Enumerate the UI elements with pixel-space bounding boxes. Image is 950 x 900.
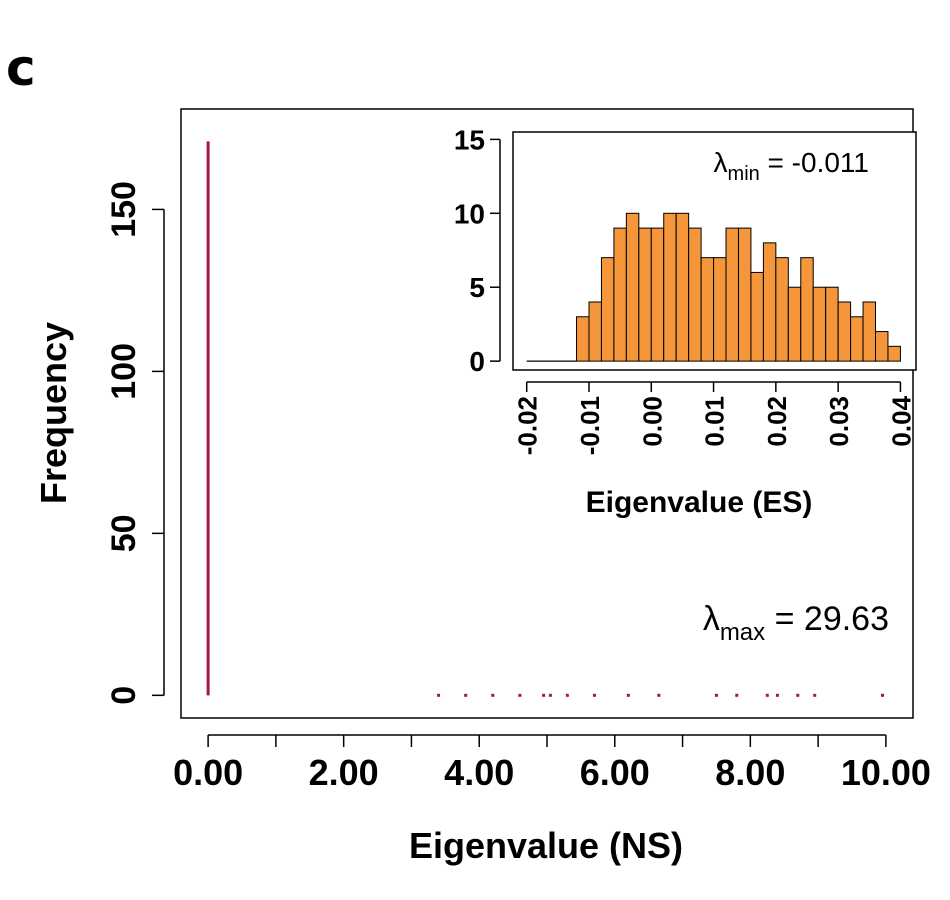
panel-label: c xyxy=(6,39,36,97)
inset-bar xyxy=(688,227,702,362)
inset-bar xyxy=(850,316,864,362)
inset-x-tick-label: -0.01 xyxy=(575,396,605,455)
main-y-tick-label: 0 xyxy=(105,686,143,705)
main-y-axis-title: Frequency xyxy=(33,322,74,504)
inset-bar xyxy=(812,286,827,362)
main-bar xyxy=(542,693,546,697)
main-bar xyxy=(518,693,522,697)
inset-y-axis: 0 5 10 15 xyxy=(454,124,501,377)
main-x-tick-label: 4.00 xyxy=(444,752,514,793)
inset-x-tick-label: -0.02 xyxy=(513,396,543,455)
lambda-max-symbol: λ xyxy=(703,600,720,638)
main-bar xyxy=(657,693,661,697)
lambda-min-value: = -0.011 xyxy=(760,147,869,178)
inset-bar xyxy=(700,257,715,362)
main-bar xyxy=(796,693,800,697)
inset-x-tick-label: 0.00 xyxy=(637,396,667,447)
inset-x-tick-label: 0.02 xyxy=(762,396,792,447)
lambda-max-subscript: max xyxy=(720,619,765,646)
inset-bar xyxy=(875,331,889,362)
main-bar xyxy=(491,693,495,697)
main-y-tick-label: 100 xyxy=(105,343,143,400)
main-bar xyxy=(565,693,569,697)
inset-y-tick-label: 0 xyxy=(469,346,485,377)
inset-x-tick-label: 0.04 xyxy=(886,395,916,446)
inset-y-tick-label: 5 xyxy=(469,272,485,303)
inset-histogram-bars xyxy=(526,212,901,362)
main-y-tick-label: 150 xyxy=(105,181,143,238)
inset-plot: -0.02 -0.01 0.00 0.01 0.02 0.03 0.04 0 5 10 15 Ei… xyxy=(454,124,917,519)
inset-bar xyxy=(787,286,802,362)
inset-bar xyxy=(862,301,877,362)
inset-bar xyxy=(762,242,777,362)
inset-bar xyxy=(800,257,814,362)
inset-bar xyxy=(750,271,764,362)
inset-bar xyxy=(613,227,627,362)
inset-bar xyxy=(675,212,690,362)
main-bar xyxy=(881,693,884,697)
lambda-min-annotation: λmin = -0.011 xyxy=(714,147,869,185)
main-y-tick-label: 50 xyxy=(105,514,143,552)
inset-y-tick-label: 15 xyxy=(454,124,485,155)
inset-bar xyxy=(625,212,640,362)
main-x-axis-title: Eigenvalue (NS) xyxy=(409,825,683,866)
inset-bar xyxy=(576,316,590,362)
main-bar xyxy=(735,693,739,697)
main-bar xyxy=(437,693,441,697)
main-bar xyxy=(626,693,630,697)
main-x-axis: 0.00 2.00 4.00 6.00 8.00 10.00 xyxy=(173,734,931,793)
main-bar xyxy=(548,693,552,697)
inset-bar xyxy=(663,212,677,362)
main-x-tick-label: 0.00 xyxy=(173,752,243,793)
lambda-max-value: = 29.63 xyxy=(765,600,889,638)
main-histogram-bars xyxy=(206,141,884,697)
lambda-max-annotation: λmax = 29.63 xyxy=(703,600,889,646)
inset-bar xyxy=(825,286,839,362)
inset-bar xyxy=(837,301,852,362)
inset-x-axis-title: Eigenvalue (ES) xyxy=(586,486,813,519)
main-x-tick-label: 8.00 xyxy=(715,752,785,793)
inset-y-tick-label: 10 xyxy=(454,198,485,229)
inset-bar xyxy=(887,345,901,362)
inset-bar xyxy=(650,227,665,362)
main-bar xyxy=(765,693,769,697)
inset-bar xyxy=(775,257,789,362)
inset-x-tick-label: 0.01 xyxy=(700,396,730,447)
inset-x-axis: -0.02 -0.01 0.00 0.01 0.02 0.03 0.04 xyxy=(513,381,916,455)
inset-bar xyxy=(737,227,752,362)
inset-bar xyxy=(638,227,652,362)
main-bar xyxy=(464,693,468,697)
main-x-tick-label: 2.00 xyxy=(309,752,379,793)
lambda-min-subscript: min xyxy=(728,163,760,185)
inset-bar xyxy=(713,257,727,362)
inset-x-tick-label: 0.03 xyxy=(824,396,854,447)
lambda-min-symbol: λ xyxy=(714,147,728,178)
main-bar xyxy=(714,693,718,697)
main-y-axis: 0 50 100 150 xyxy=(105,181,165,705)
main-plot-frame xyxy=(180,108,914,719)
main-bar xyxy=(775,693,779,697)
inset-bar xyxy=(600,257,615,362)
main-bar xyxy=(592,693,596,697)
main-x-tick-label: 10.00 xyxy=(841,752,931,793)
main-bar xyxy=(813,693,817,697)
main-x-tick-label: 6.00 xyxy=(580,752,650,793)
inset-bar xyxy=(588,301,602,362)
inset-bar xyxy=(725,227,739,362)
